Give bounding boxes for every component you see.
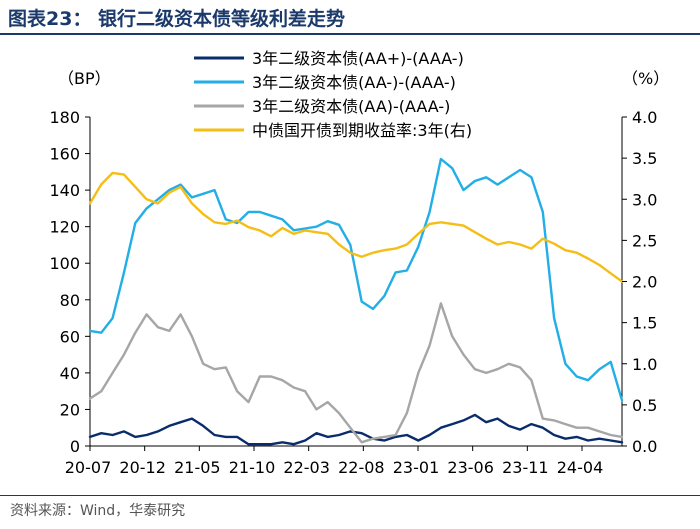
legend-label-4: 中债国开债到期收益率:3年(右) [252,121,472,140]
left-tick-label: 160 [49,145,80,164]
series-line-3 [88,302,624,444]
left-tick-label: 60 [60,327,80,346]
left-tick-label: 180 [49,108,80,127]
x-tick-label: 21-10 [229,458,276,477]
right-tick-label: 1.5 [632,314,657,333]
left-tick-label: 140 [49,181,80,200]
x-tick-label: 20-07 [65,458,112,477]
right-tick-label: 1.0 [632,355,657,374]
left-tick-label: 100 [49,254,80,273]
right-tick-label: 3.5 [632,149,657,168]
right-tick-label: 0.5 [632,396,657,415]
x-tick-label: 24-04 [557,458,604,477]
series-line-2 [88,157,624,402]
right-tick-label: 2.0 [632,273,657,292]
left-tick-label: 120 [49,218,80,237]
source-note: 资料来源：Wind，华泰研究 [10,503,186,519]
right-tick-label: 3.0 [632,190,657,209]
x-tick-label: 20-12 [119,458,166,477]
x-tick-label: 22-03 [283,458,330,477]
right-tick-label: 4.0 [632,108,657,127]
footer-rule [0,495,700,496]
x-tick-label: 22-08 [338,458,385,477]
legend-label-2: 3年二级资本债(AA-)-(AAA-) [252,73,456,92]
x-tick-label: 23-06 [447,458,494,477]
series-line-1 [88,413,624,446]
left-tick-label: 20 [60,400,80,419]
left-axis-unit: （BP） [58,69,111,88]
right-axis-unit: （%） [622,69,669,88]
legend-label-3: 3年二级资本债(AA)-(AAA-) [252,97,450,116]
right-tick-label: 2.5 [632,231,657,250]
x-tick-label: 21-05 [174,458,221,477]
title-rule [0,33,700,35]
right-tick-label: 0.0 [632,437,657,456]
left-tick-label: 80 [60,291,80,310]
left-tick-label: 40 [60,364,80,383]
left-tick-label: 0 [70,437,80,456]
figure-title: 图表23： 银行二级资本债等级利差走势 [8,8,346,30]
legend-label-1: 3年二级资本债(AA+)-(AAA-) [252,49,464,68]
x-tick-label: 23-01 [393,458,440,477]
series-line-4 [88,171,624,283]
x-tick-label: 23-11 [502,458,549,477]
